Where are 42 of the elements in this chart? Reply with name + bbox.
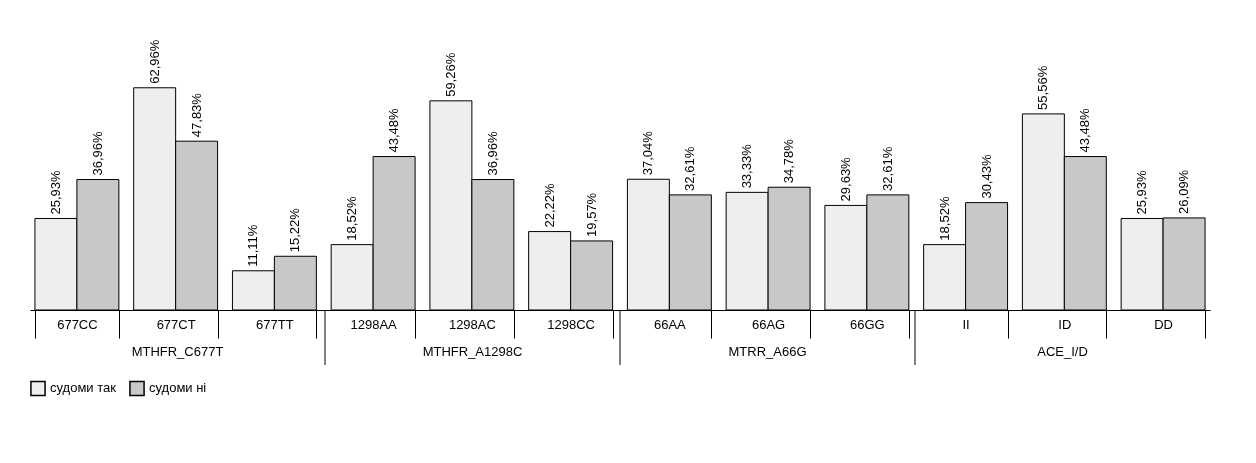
data-label: 36,96% — [484, 131, 500, 176]
x-tick-label: 677CC — [57, 316, 98, 332]
data-label: 47,83% — [188, 92, 204, 138]
data-label: 25,93% — [1134, 169, 1150, 215]
data-label: 33,33% — [739, 143, 755, 189]
data-label: 36,96% — [89, 131, 105, 176]
legend-label: судоми так — [50, 380, 117, 396]
data-label: 11,11% — [245, 224, 261, 267]
data-label: 22,22% — [541, 183, 557, 228]
data-label: 43,48% — [1077, 108, 1093, 153]
x-tick-label: 1298CC — [547, 316, 595, 332]
data-label: 26,09% — [1176, 169, 1192, 214]
x-tick-label: II — [962, 316, 970, 332]
data-label: 19,57% — [583, 192, 599, 237]
data-label: 34,78% — [781, 138, 797, 184]
text: ACE_I/D — [1037, 344, 1088, 359]
data-label: 62,96% — [146, 39, 162, 84]
data-label: 30,43% — [978, 154, 994, 199]
data-label: 32,61% — [879, 146, 895, 191]
data-label: 18,52% — [936, 196, 952, 241]
text: MTHFR_C677T — [131, 344, 224, 359]
legend-label: судоми ні — [149, 380, 207, 396]
data-label: 18,52% — [344, 196, 360, 241]
data-label: 29,63% — [837, 156, 853, 202]
data-label: 55,56% — [1035, 65, 1051, 110]
x-tick-label: 66AA — [653, 316, 687, 332]
x-tick-label: 1298AA — [350, 316, 398, 332]
x-tick-label: ID — [1058, 316, 1072, 332]
data-label: 25,93% — [47, 169, 63, 215]
data-label: 15,22% — [287, 207, 303, 253]
text: MTRR_A66G — [728, 344, 807, 359]
x-tick-label: 66AG — [751, 316, 786, 332]
data-label: 59,26% — [442, 52, 458, 97]
data-label: 43,48% — [386, 108, 402, 153]
x-tick-label: DD — [1154, 316, 1173, 332]
x-tick-label: 677TT — [256, 316, 294, 332]
text: MTHFR_A1298C — [422, 344, 523, 359]
data-label: 32,61% — [682, 146, 698, 191]
x-tick-label: 1298AC — [448, 316, 496, 332]
x-tick-label: 677CT — [156, 316, 196, 332]
x-tick-label: 66GG — [850, 316, 885, 332]
data-label: 37,04% — [640, 130, 656, 176]
